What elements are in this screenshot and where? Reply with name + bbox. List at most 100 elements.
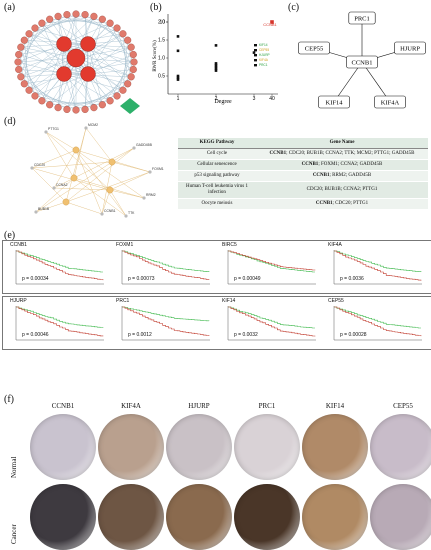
scatter-point xyxy=(176,35,180,38)
gene-node xyxy=(100,212,104,216)
network-node xyxy=(90,104,98,112)
km-pvalue: p = 0.00046 xyxy=(22,332,49,338)
b-legend-label: KIF4A xyxy=(259,58,269,62)
row-label-normal: Normal xyxy=(10,456,18,478)
network-node xyxy=(72,10,80,18)
gene-node xyxy=(34,210,38,214)
c-node-prc1: PRC1 xyxy=(348,11,376,25)
scatter-point xyxy=(176,49,180,53)
gene-node xyxy=(84,126,88,130)
panel-label-e: (e) xyxy=(4,230,16,241)
panel-label-d: (d) xyxy=(4,116,16,127)
km-title: KIF14 xyxy=(222,298,236,304)
network-node xyxy=(90,12,98,20)
green-node xyxy=(120,98,140,114)
ihc-gene-label: HJURP xyxy=(188,402,210,410)
network-node xyxy=(38,97,46,105)
network-node xyxy=(25,30,33,38)
km-pvalue: p = 0.0036 xyxy=(340,276,364,282)
hub-node xyxy=(80,66,96,82)
km-title: PRC1 xyxy=(116,298,130,304)
b-legend-marker xyxy=(254,44,257,47)
pathway-node xyxy=(70,174,78,182)
kegg-row: Human T-cell leukemia virus 1 infection C… xyxy=(178,181,428,199)
network-node xyxy=(129,65,137,74)
kegg-genes: CCNB1; FOXM1; CCNA2; GADD45B xyxy=(256,159,428,171)
km-low-curve xyxy=(16,250,103,273)
gene-node xyxy=(52,186,56,190)
km-pvalue: p = 0.00028 xyxy=(340,332,367,338)
km-title: HJURP xyxy=(10,298,27,304)
hub-node xyxy=(56,66,72,82)
b-ylabel: RWR Score(%) xyxy=(153,40,158,72)
gene-node xyxy=(44,130,48,134)
scatter-point xyxy=(270,20,274,24)
svg-text:CEP55: CEP55 xyxy=(305,46,323,53)
row-label-cancer: Cancer xyxy=(10,524,18,544)
panel-a-network xyxy=(14,10,140,114)
kegg-header-pathway: KEGG Pathway xyxy=(178,138,256,149)
network-node xyxy=(46,101,54,109)
b-ytick: 0.5 xyxy=(158,74,165,80)
network-node xyxy=(46,15,54,23)
b-legend-label: PRC1 xyxy=(259,63,268,67)
kegg-row: Cell cycle CCNB1; CDC20; BUB1B; CCNA2; TT… xyxy=(178,148,428,160)
network-node xyxy=(14,58,22,66)
network-node xyxy=(106,97,114,105)
network-node xyxy=(63,105,71,113)
c-node-center: CCNB1 xyxy=(346,55,378,69)
kegg-table: KEGG Pathway Gene Name Cell cycle CCNB1; … xyxy=(178,138,428,210)
network-node xyxy=(124,80,132,88)
c-node-cep55: CEP55 xyxy=(298,41,330,55)
svg-text:KIF4A: KIF4A xyxy=(381,100,400,107)
b-legend-label: CEP55 xyxy=(259,48,269,52)
panel-label-a: (a) xyxy=(4,2,16,13)
gene-label: FOXM1 xyxy=(152,167,164,171)
b-xtick: 3 xyxy=(253,96,256,102)
gene-label: MCM2 xyxy=(88,123,98,127)
km-plot xyxy=(15,306,104,341)
b-xtick: 2 xyxy=(215,96,218,102)
km-high-curve xyxy=(16,250,104,281)
kegg-row: Cellular senescence CCNB1; FOXM1; CCNA2; … xyxy=(178,159,428,171)
b-legend-marker xyxy=(254,49,257,52)
ihc-cancer-tissue xyxy=(370,484,431,550)
scatter-point xyxy=(214,65,218,69)
km-plot xyxy=(227,306,316,341)
gene-label: CCNA2 xyxy=(56,183,68,187)
b-legend-marker xyxy=(254,59,257,62)
b-xlabel: Degree xyxy=(214,99,232,105)
km-title: BIRC5 xyxy=(222,242,237,248)
network-node xyxy=(72,106,80,114)
scatter-point xyxy=(176,74,180,78)
network-node xyxy=(54,12,62,20)
network-node xyxy=(119,86,127,94)
ihc-cancer-tissue xyxy=(30,484,96,550)
scatter-point xyxy=(252,51,256,54)
panel-e-survival: CCNB1 p = 0.00034 FOXM1 p = 0.00073 BIRC5 p =… xyxy=(2,240,431,350)
hub-node xyxy=(66,48,86,68)
b-ytick: 10 xyxy=(159,20,165,26)
ihc-gene-label: CCNB1 xyxy=(51,402,75,410)
network-node xyxy=(20,80,28,88)
gene-label: TTK xyxy=(128,211,135,215)
km-pvalue: p = 0.00049 xyxy=(234,276,261,282)
km-title: CCNB1 xyxy=(10,242,27,248)
gene-node xyxy=(30,166,34,170)
panel-d-network: PTTG1 MCM2 CDC20 CCNA2 GADD45B FOXM1 RRM2 BUB1B… xyxy=(30,123,164,218)
b-ytick: 2.0 xyxy=(158,20,165,26)
gene-label: PTTG1 xyxy=(48,127,59,131)
ihc-normal-tissue xyxy=(166,414,232,480)
network-node xyxy=(31,24,39,32)
km-pvalue: p = 0.0012 xyxy=(128,332,152,338)
kegg-row: p53 signaling pathway CCNB1; RRM2; GADD45… xyxy=(178,170,428,182)
b-ytick: 1.5 xyxy=(158,38,165,44)
km-high-curve xyxy=(16,306,104,337)
ihc-normal-tissue xyxy=(30,414,96,480)
km-plot xyxy=(121,306,210,341)
network-node xyxy=(106,19,114,27)
ihc-cancer-tissue xyxy=(166,484,232,550)
b-legend-marker xyxy=(254,64,257,67)
km-high-curve xyxy=(228,250,316,271)
b-legend-label: KIF14 xyxy=(259,43,268,47)
